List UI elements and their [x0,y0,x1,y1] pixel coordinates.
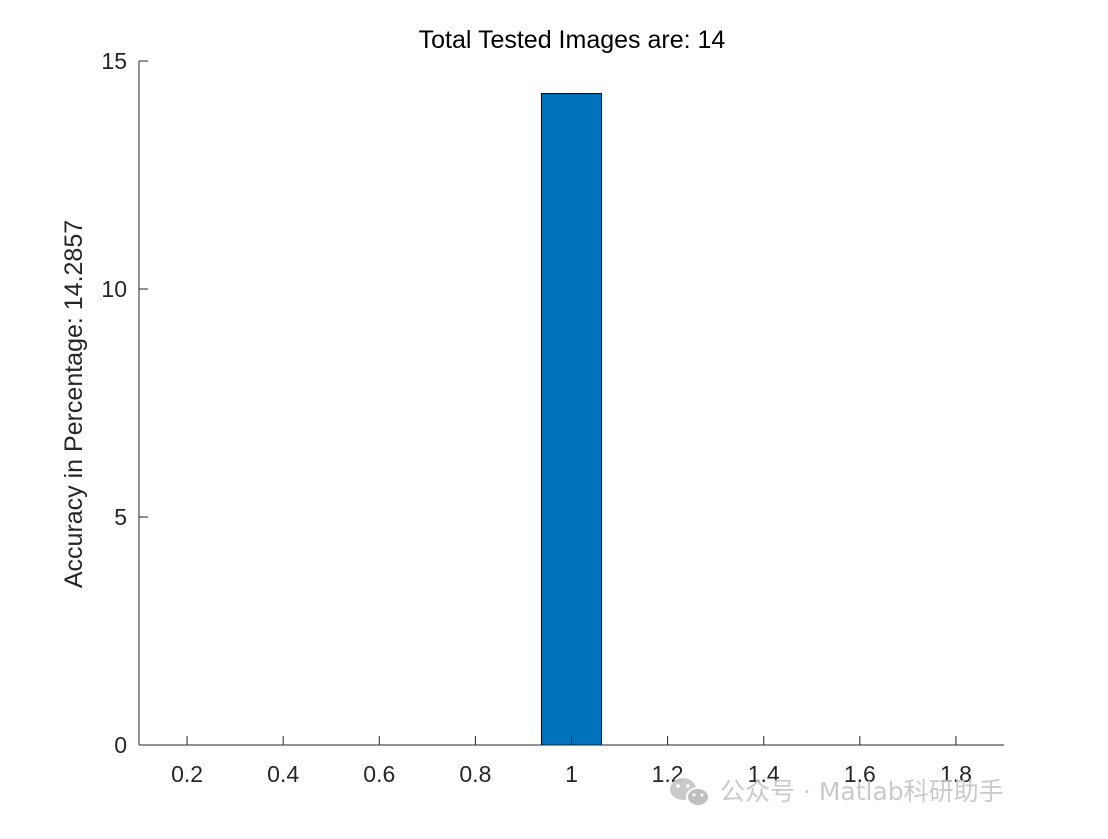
y-tick-label: 5 [114,504,127,530]
x-tick-label: 0.6 [363,761,395,787]
x-tick-label: 0.8 [459,761,491,787]
watermark-text: 公众号 · Matlab科研助手 [720,777,1004,806]
x-tick-label: 0.4 [267,761,299,787]
wechat-icon [670,778,710,807]
x-tick-label: 1 [565,761,578,787]
y-tick-label: 0 [114,732,127,758]
bars-layer [540,93,603,746]
y-tick-label: 10 [101,276,127,302]
bar-1 [540,93,603,746]
x-tick-label: 1.8 [940,761,972,787]
chart-title: Total Tested Images are: 14 [419,26,726,54]
y-tick-label: 15 [101,48,127,74]
y-axis-title: Accuracy in Percentage: 14.2857 [60,220,88,588]
x-tick-label: 0.2 [171,761,203,787]
watermark: 公众号 · Matlab科研助手 [670,777,1004,807]
x-tick-label: 1.4 [748,761,780,787]
x-tick-label: 1.6 [844,761,876,787]
